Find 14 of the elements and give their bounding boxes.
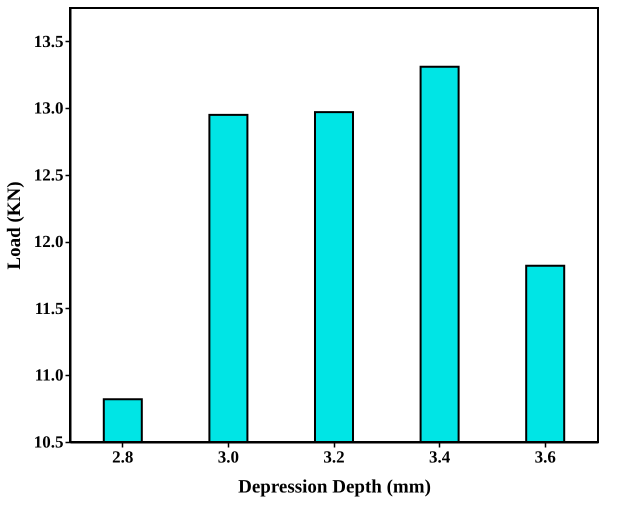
x-tick-label: 2.8: [112, 448, 134, 466]
x-tick-label: 3.2: [323, 448, 345, 466]
x-axis-title: Depression Depth (mm): [238, 476, 431, 498]
y-tick-label: 13.5: [34, 32, 64, 51]
y-tick-label: 12.5: [34, 165, 64, 184]
x-tick-label: 3.6: [534, 448, 556, 466]
y-tick-label: 10.5: [34, 432, 64, 452]
y-tick-label: 12.0: [34, 232, 64, 252]
x-tick-label: 3.4: [428, 448, 451, 466]
x-tick-label: 3.0: [218, 448, 240, 466]
y-tick-label: 11.0: [34, 366, 64, 385]
y-tick-label: 13.0: [34, 98, 64, 118]
y-axis-title: Load (KN): [4, 181, 25, 270]
y-tick-label: 11.5: [34, 298, 64, 318]
